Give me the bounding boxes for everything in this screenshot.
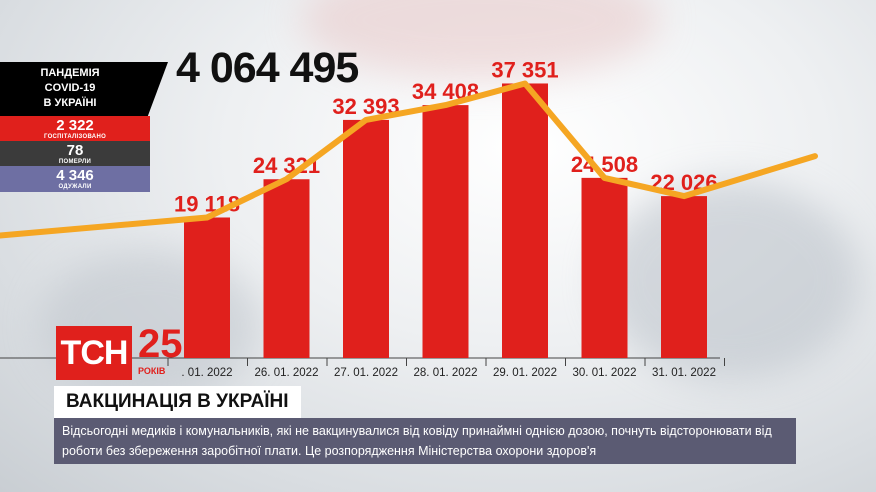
headline: ВАКЦИНАЦІЯ В УКРАЇНІ <box>54 386 301 418</box>
pandemic-title-panel: ПАНДЕМІЯ COVID-19 В УКРАЇНІ <box>0 62 168 116</box>
bar-6 <box>581 177 628 358</box>
category-label-4: 28. 01. 2022 <box>414 367 478 379</box>
recovered-label: ОДУЖАЛИ <box>58 184 92 190</box>
value-label-2: 24 321 <box>253 153 320 178</box>
recovered-stat: 4 346 ОДУЖАЛИ <box>0 166 150 192</box>
bar-7 <box>661 196 707 358</box>
anniversary-label: РОКІВ <box>138 366 166 376</box>
category-label-1: . 01. 2022 <box>181 367 232 379</box>
category-label-6: 30. 01. 2022 <box>573 367 637 379</box>
recovered-value: 4 346 <box>56 167 94 184</box>
category-label-5: 29. 01. 2022 <box>493 367 557 379</box>
died-value: 78 <box>66 142 84 159</box>
category-label-7: 31. 01. 2022 <box>652 367 716 379</box>
category-label-2: 26. 01. 2022 <box>255 367 319 379</box>
anniversary-logo: 25 <box>138 322 183 366</box>
bar-5 <box>502 83 548 358</box>
panel-title-line-2: COVID-19 <box>44 82 96 94</box>
trend-line <box>0 80 818 239</box>
bar-2 <box>263 179 310 358</box>
category-label-3: 27. 01. 2022 <box>334 367 398 379</box>
bar-3 <box>343 119 389 358</box>
hospitalized-label: ГОСПІТАЛІЗОВАНО <box>43 134 107 140</box>
total-cases: 4 064 495 <box>176 44 359 92</box>
panel-title-line-1: ПАНДЕМІЯ <box>40 67 100 79</box>
panel-title-line-3: В УКРАЇНІ <box>43 97 97 109</box>
news-ticker: Відсьогодні медиків і комунальників, які… <box>54 418 796 464</box>
hospitalized-value: 2 322 <box>56 117 94 134</box>
died-stat: 78 ПОМЕРЛИ <box>0 141 150 166</box>
value-label-6: 24 508 <box>571 152 638 177</box>
bar-1 <box>184 217 230 358</box>
bar-4 <box>422 105 469 358</box>
died-label: ПОМЕРЛИ <box>58 159 92 165</box>
hospitalized-stat: 2 322 ГОСПІТАЛІЗОВАНО <box>0 116 150 141</box>
value-label-5: 37 351 <box>491 57 558 82</box>
tsn-logo: ТСН <box>56 326 132 380</box>
